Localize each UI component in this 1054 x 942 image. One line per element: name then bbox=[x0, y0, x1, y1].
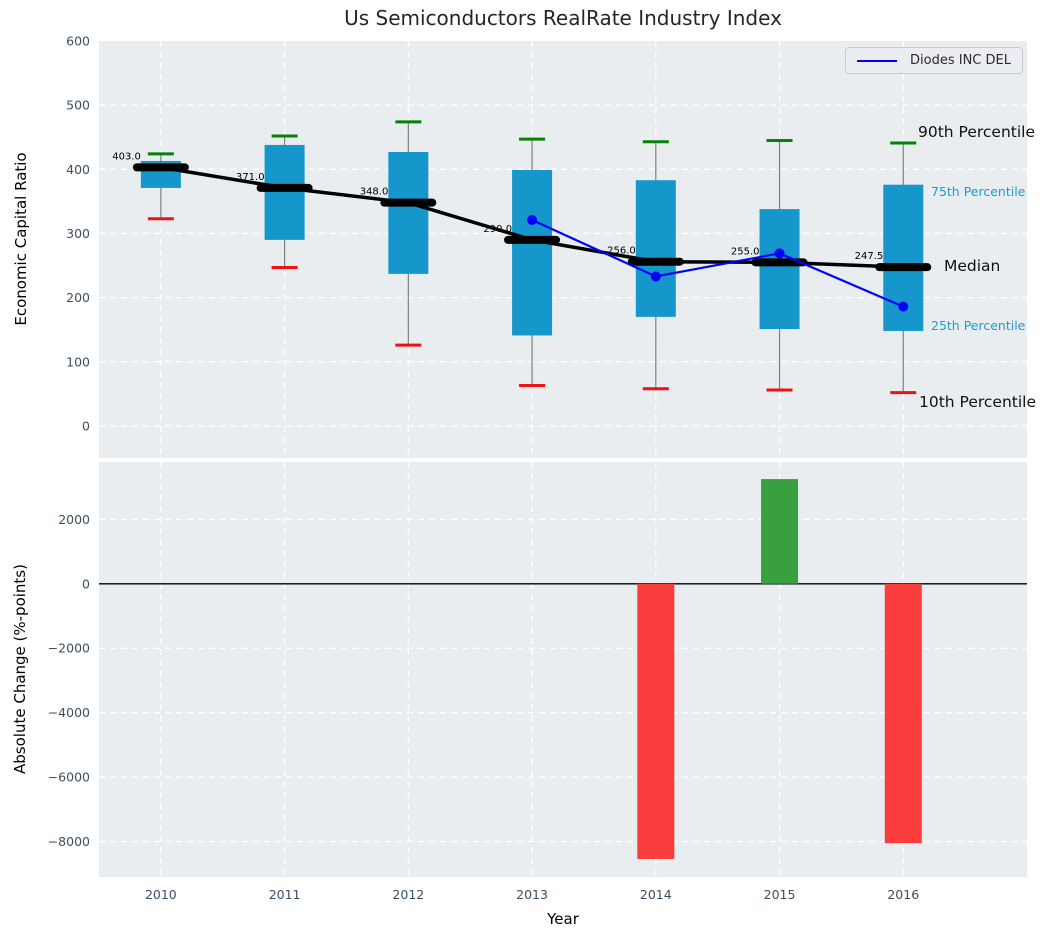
company-point-2013 bbox=[527, 214, 538, 225]
median-value-label-2011: 371.0 bbox=[236, 172, 265, 183]
chart-title: Us Semiconductors RealRate Industry Inde… bbox=[344, 6, 782, 30]
top-y-tick-label: 0 bbox=[82, 418, 90, 433]
bottom-y-tick-label: −2000 bbox=[48, 641, 90, 656]
median-value-label-2015: 255.0 bbox=[731, 246, 760, 257]
bottom-y-tick-label: −6000 bbox=[48, 770, 90, 785]
x-tick-label: 2012 bbox=[392, 887, 424, 902]
x-tick-label: 2010 bbox=[145, 887, 177, 902]
iqr-box-2015 bbox=[759, 209, 800, 330]
change-bar-2016 bbox=[884, 583, 922, 844]
bottom-y-axis-label: Absolute Change (%-points) bbox=[11, 564, 29, 774]
x-tick-label: 2011 bbox=[269, 887, 301, 902]
top-y-tick-label: 200 bbox=[66, 290, 90, 305]
bottom-plot-background bbox=[99, 462, 1027, 877]
top-plot-background bbox=[99, 41, 1027, 458]
median-value-label-2010: 403.0 bbox=[112, 151, 141, 162]
annotation-25th-percentile: 25th Percentile bbox=[931, 318, 1026, 333]
legend-label: Diodes INC DEL bbox=[910, 53, 1011, 68]
top-y-tick-label: 600 bbox=[66, 34, 90, 49]
company-point-2014 bbox=[650, 271, 661, 282]
median-value-label-2016: 247.5 bbox=[855, 251, 884, 262]
annotation-90th-percentile: 90th Percentile bbox=[918, 123, 1036, 141]
x-tick-label: 2013 bbox=[516, 887, 548, 902]
annotation-10th-percentile: 10th Percentile bbox=[919, 393, 1037, 411]
x-tick-label: 2015 bbox=[764, 887, 796, 902]
change-bar-2015 bbox=[761, 479, 799, 584]
annotation-median: Median bbox=[944, 257, 1001, 275]
change-bar-2014 bbox=[637, 583, 675, 859]
bottom-y-tick-label: −8000 bbox=[48, 834, 90, 849]
median-value-label-2012: 348.0 bbox=[360, 187, 389, 198]
company-point-2016 bbox=[898, 301, 909, 312]
top-y-tick-label: 500 bbox=[66, 98, 90, 113]
iqr-box-2013 bbox=[512, 169, 553, 336]
x-axis-label: Year bbox=[547, 910, 579, 928]
top-y-tick-label: 300 bbox=[66, 226, 90, 241]
bottom-y-tick-label: 0 bbox=[82, 576, 90, 591]
iqr-box-2012 bbox=[388, 151, 429, 274]
annotation-75th-percentile: 75th Percentile bbox=[931, 184, 1026, 199]
median-value-label-2013: 290.0 bbox=[483, 224, 512, 235]
iqr-box-2011 bbox=[264, 144, 305, 240]
company-line bbox=[531, 218, 904, 308]
bottom-y-tick-label: −4000 bbox=[48, 705, 90, 720]
legend: Diodes INC DEL bbox=[845, 47, 1023, 74]
x-tick-label: 2014 bbox=[640, 887, 672, 902]
company-point-2015 bbox=[774, 248, 785, 259]
x-tick-label: 2016 bbox=[887, 887, 919, 902]
top-y-axis-label: Economic Capital Ratio bbox=[12, 152, 30, 326]
legend-line-sample-icon bbox=[857, 59, 897, 62]
top-y-tick-label: 100 bbox=[66, 354, 90, 369]
iqr-box-2014 bbox=[635, 180, 676, 317]
top-y-tick-label: 400 bbox=[66, 162, 90, 177]
median-value-label-2014: 256.0 bbox=[607, 246, 636, 257]
bottom-y-tick-label: 2000 bbox=[58, 512, 90, 527]
